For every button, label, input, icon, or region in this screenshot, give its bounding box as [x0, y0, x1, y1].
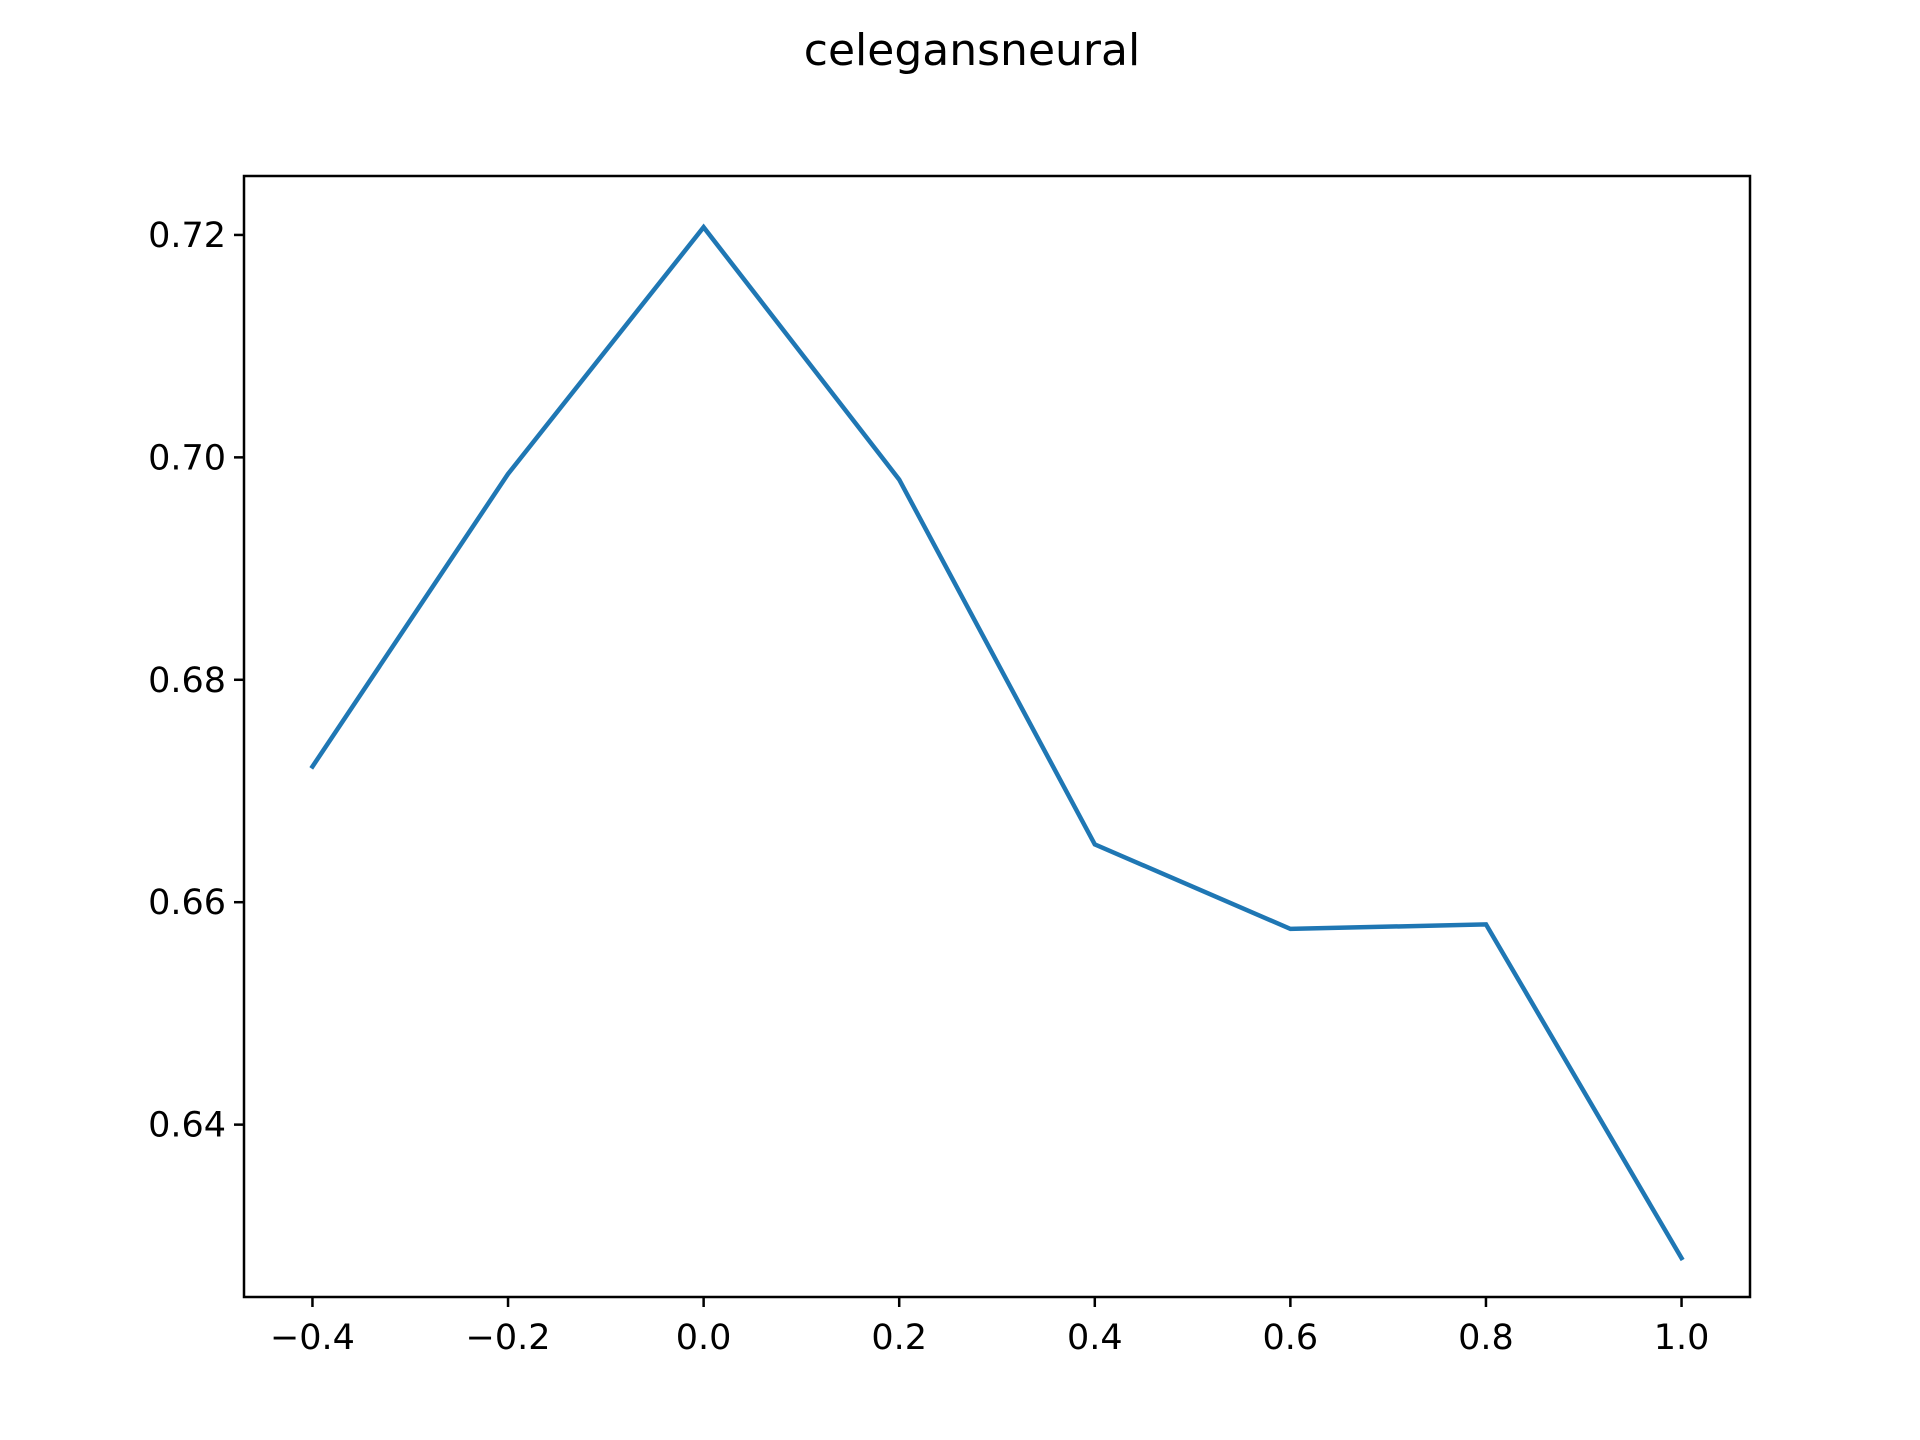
- y-tick-label: 0.68: [148, 661, 226, 701]
- series-layer: [309, 223, 1685, 1262]
- x-tick-label: 0.4: [1067, 1318, 1123, 1358]
- x-tick-label: 0.0: [676, 1318, 732, 1358]
- y-tick-label: 0.70: [148, 438, 226, 478]
- x-axis: −0.4 −0.2 0.0 0.2 0.4 0.6 0.8 1.0: [270, 1297, 1709, 1358]
- x-tick-label: −0.4: [270, 1318, 355, 1358]
- y-tick-label: 0.64: [148, 1106, 226, 1146]
- y-tick-label: 0.72: [148, 216, 226, 256]
- x-tick-label: −0.2: [466, 1318, 551, 1358]
- chart-title: celegansneural: [804, 25, 1140, 76]
- y-tick-label: 0.66: [148, 883, 226, 923]
- x-tick-label: 0.2: [871, 1318, 927, 1358]
- plot-area-frame: [242, 174, 1752, 1299]
- series-line-0: [309, 223, 1685, 1262]
- x-tick-label: 0.6: [1263, 1318, 1319, 1358]
- x-tick-label: 0.8: [1458, 1318, 1514, 1358]
- y-axis: 0.64 0.66 0.68 0.70 0.72: [148, 216, 244, 1146]
- x-tick-label: 1.0: [1654, 1318, 1710, 1358]
